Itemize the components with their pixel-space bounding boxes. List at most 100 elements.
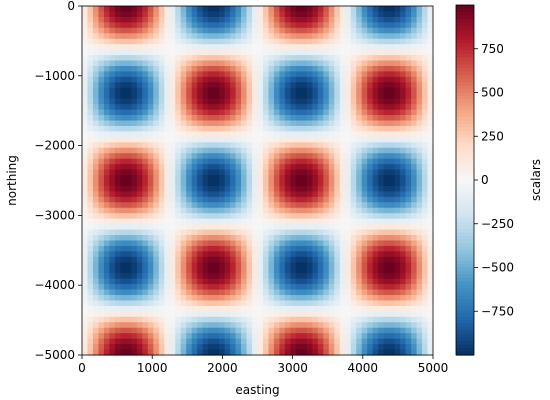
heatmap-cell bbox=[383, 27, 390, 34]
heatmap-cell bbox=[328, 6, 335, 13]
heatmap-cell bbox=[411, 71, 418, 78]
heatmap-cell bbox=[334, 180, 341, 187]
heatmap-cell bbox=[213, 327, 220, 334]
heatmap-cell bbox=[361, 289, 368, 296]
heatmap-cell bbox=[136, 245, 143, 252]
heatmap-cell bbox=[202, 191, 209, 198]
heatmap-cell bbox=[273, 202, 281, 209]
heatmap-cell bbox=[136, 153, 143, 160]
heatmap-cell bbox=[372, 76, 379, 83]
heatmap-cell bbox=[378, 311, 385, 318]
heatmap-cell bbox=[422, 327, 429, 334]
heatmap-cell bbox=[339, 87, 346, 94]
heatmap-cell bbox=[103, 289, 111, 296]
heatmap-cell bbox=[219, 164, 226, 171]
heatmap-cell bbox=[394, 55, 401, 62]
heatmap-cell bbox=[230, 327, 237, 334]
heatmap-cell bbox=[328, 256, 335, 263]
heatmap-cell bbox=[158, 284, 165, 291]
heatmap-cell bbox=[350, 256, 357, 263]
heatmap-cell bbox=[257, 300, 264, 307]
heatmap-cell bbox=[147, 196, 154, 203]
heatmap-cell bbox=[356, 175, 363, 182]
heatmap-cell bbox=[142, 131, 149, 138]
heatmap-cell bbox=[252, 164, 259, 171]
heatmap-cell bbox=[109, 344, 116, 351]
heatmap-cell bbox=[350, 333, 357, 340]
heatmap-cell bbox=[323, 327, 330, 334]
heatmap-cell bbox=[153, 289, 160, 296]
heatmap-cell bbox=[328, 311, 335, 318]
heatmap-cell bbox=[87, 338, 94, 345]
heatmap-cell bbox=[416, 180, 423, 187]
heatmap-cell bbox=[306, 349, 313, 356]
heatmap-cell bbox=[224, 284, 231, 291]
heatmap-cell bbox=[345, 262, 352, 269]
heatmap-cell bbox=[109, 256, 116, 263]
heatmap-cell bbox=[295, 235, 302, 242]
heatmap-cell bbox=[224, 229, 231, 236]
heatmap-cell bbox=[416, 147, 423, 154]
heatmap-cell bbox=[339, 240, 346, 247]
heatmap-cell bbox=[131, 22, 138, 29]
heatmap-cell bbox=[356, 49, 363, 56]
heatmap-cell bbox=[350, 6, 357, 13]
heatmap-cell bbox=[361, 262, 368, 269]
heatmap-cell bbox=[208, 60, 215, 67]
heatmap-cell bbox=[186, 180, 193, 187]
heatmap-cell bbox=[416, 142, 423, 149]
heatmap-cell bbox=[197, 22, 204, 29]
heatmap-cell bbox=[125, 98, 132, 105]
heatmap-cell bbox=[114, 175, 121, 182]
heatmap-cell bbox=[345, 240, 352, 247]
heatmap-cell bbox=[416, 327, 423, 334]
heatmap-cell bbox=[208, 153, 215, 160]
heatmap-cell bbox=[153, 333, 160, 340]
heatmap-cell bbox=[350, 158, 357, 165]
heatmap-cell bbox=[109, 175, 116, 182]
heatmap-cell bbox=[136, 191, 143, 198]
heatmap-cell bbox=[383, 142, 390, 149]
heatmap-cell bbox=[109, 185, 116, 192]
heatmap-cell bbox=[109, 262, 116, 269]
heatmap-cell bbox=[306, 98, 313, 105]
heatmap-cell bbox=[82, 289, 89, 296]
heatmap-cell bbox=[328, 338, 335, 345]
heatmap-cell bbox=[350, 191, 357, 198]
heatmap-cell bbox=[279, 49, 286, 56]
heatmap-cell bbox=[87, 87, 94, 94]
heatmap-cell bbox=[427, 76, 434, 83]
heatmap-cell bbox=[153, 27, 160, 34]
heatmap-cell bbox=[82, 311, 89, 318]
heatmap-cell bbox=[224, 136, 231, 143]
heatmap-cell bbox=[356, 98, 363, 105]
heatmap-cell bbox=[279, 256, 286, 263]
heatmap-cell bbox=[230, 60, 237, 67]
heatmap-cell bbox=[125, 115, 132, 122]
heatmap-cell bbox=[180, 229, 187, 236]
heatmap-cell bbox=[136, 300, 143, 307]
heatmap-cell bbox=[290, 262, 297, 269]
heatmap-cell bbox=[416, 344, 423, 351]
heatmap-cell bbox=[147, 60, 154, 67]
heatmap-cell bbox=[290, 213, 297, 220]
heatmap-cell bbox=[356, 213, 363, 220]
heatmap-cell bbox=[87, 27, 94, 34]
heatmap-cell bbox=[246, 164, 253, 171]
heatmap-cell bbox=[191, 333, 198, 340]
heatmap-cell bbox=[257, 38, 264, 45]
heatmap-cell bbox=[103, 300, 111, 307]
heatmap-cell bbox=[389, 245, 396, 252]
heatmap-cell bbox=[98, 147, 105, 154]
heatmap-cell bbox=[339, 256, 346, 263]
heatmap-cell bbox=[252, 213, 259, 220]
heatmap-cell bbox=[317, 240, 324, 247]
heatmap-cell bbox=[367, 44, 374, 51]
heatmap-cell bbox=[301, 235, 308, 242]
heatmap-cell bbox=[180, 278, 187, 285]
heatmap-cell bbox=[252, 218, 259, 225]
heatmap-cell bbox=[230, 6, 237, 13]
heatmap-cell bbox=[367, 65, 374, 73]
heatmap-cell bbox=[82, 153, 89, 160]
heatmap-cell bbox=[268, 305, 275, 312]
